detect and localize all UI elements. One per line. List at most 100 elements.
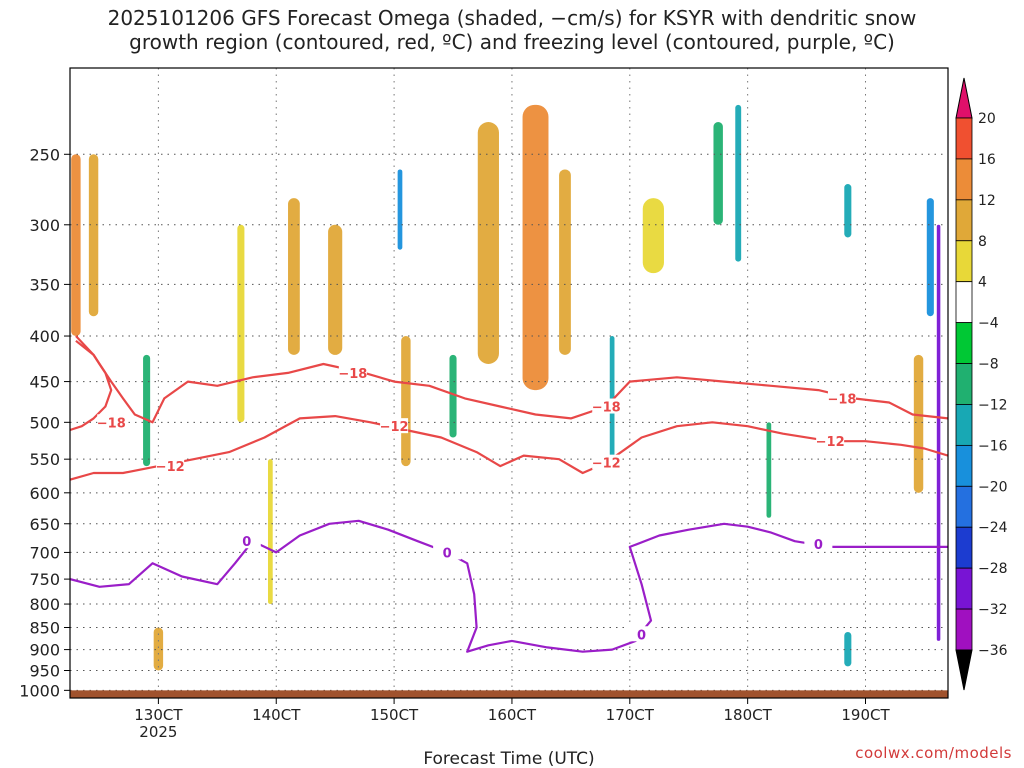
- x-axis-year: 2025: [139, 723, 177, 741]
- colorbar-swatch: [955, 322, 973, 364]
- ground-fill: [70, 690, 948, 698]
- colorbar-label: −32: [978, 602, 1008, 618]
- plot-background: [70, 68, 948, 698]
- colorbar-swatch: [955, 567, 973, 610]
- colorbar-swatch: [955, 363, 973, 405]
- colorbar-label: −8: [978, 357, 999, 373]
- omega-cell: [401, 336, 411, 467]
- omega-cell: [559, 169, 571, 355]
- x-tick-label: 170CT: [606, 706, 655, 724]
- contour-label-bg: [827, 390, 856, 406]
- contour-label: 0: [443, 546, 452, 561]
- contour-label: 0: [814, 538, 823, 553]
- x-axis-label: Forecast Time (UTC): [423, 749, 594, 768]
- y-tick-label: 350: [29, 275, 60, 294]
- omega-cell: [237, 224, 245, 423]
- x-tick-label: 130CT: [134, 706, 183, 724]
- colorbar-label: 8: [978, 234, 987, 250]
- colorbar-label: −4: [978, 316, 999, 332]
- chart-title: 2025101206 GFS Forecast Omega (shaded, −…: [0, 6, 1024, 54]
- colorbar-swatch: [955, 240, 973, 283]
- colorbar-swatch: [955, 444, 973, 487]
- contour-label: −12: [592, 457, 621, 472]
- colorbar-label: −28: [978, 561, 1008, 577]
- grid-lines: [70, 68, 948, 698]
- omega-cell: [88, 154, 99, 317]
- omega-cell: [735, 104, 742, 262]
- title-line-2: growth region (contoured, red, ºC) and f…: [129, 30, 895, 54]
- colorbar-swatch: [955, 117, 973, 160]
- colorbar-label: −12: [978, 397, 1008, 413]
- title-line-1: 2025101206 GFS Forecast Omega (shaded, −…: [107, 6, 917, 30]
- omega-cell: [397, 169, 403, 250]
- y-tick-label: 700: [29, 543, 60, 562]
- contour-label: −12: [816, 435, 845, 450]
- colorbar-label: −24: [978, 520, 1008, 536]
- contour-label: −18: [97, 416, 126, 431]
- omega-cell: [642, 198, 664, 274]
- contour-label: 0: [637, 628, 646, 643]
- colorbar: 20 16 12 8 4 −4 −8 −12 −16 −20 −24 −28 −32 −36: [955, 77, 1008, 691]
- colorbar-swatch: [955, 404, 973, 446]
- colorbar-swatch: [955, 526, 973, 569]
- colorbar-label: 4: [978, 275, 987, 291]
- omega-cell: [143, 354, 151, 467]
- y-tick-label: 1000: [19, 681, 60, 700]
- y-tick-label: 300: [29, 216, 60, 235]
- colorbar-label: 20: [978, 111, 996, 127]
- contour-label-bg: [97, 414, 126, 430]
- contour-label-bg: [380, 418, 409, 434]
- plot-frame: [69, 67, 949, 699]
- y-tick-label: 950: [29, 662, 60, 681]
- contour-label: −12: [156, 460, 185, 475]
- y-tick-label: 500: [29, 413, 60, 432]
- x-tick-label: 190CT: [841, 706, 890, 724]
- omega-cell: [477, 122, 499, 364]
- contour-line: [70, 415, 948, 481]
- colorbar-swatch: [955, 158, 973, 201]
- contour-line: [75, 335, 948, 424]
- omega-cell: [522, 104, 549, 391]
- contour-line: [70, 519, 948, 653]
- y-tick-label: 450: [29, 373, 60, 392]
- colorbar-swatch: [955, 485, 973, 528]
- omega-cell: [449, 354, 457, 438]
- colorbar-swatch: [955, 281, 973, 324]
- omega-cell: [328, 224, 343, 355]
- colorbar-bottom-arrow: [955, 649, 973, 691]
- omega-cell: [71, 154, 81, 337]
- omega-cell: [713, 122, 723, 225]
- x-tick-label: 140CT: [252, 706, 301, 724]
- omega-cell: [844, 632, 852, 667]
- colorbar-label: −20: [978, 479, 1008, 495]
- contour-lines: −18 −18 −18 −18 −12 −12 −12 −12 0 0 0 0: [70, 335, 948, 653]
- x-tick-label: 150CT: [370, 706, 419, 724]
- omega-cell: [926, 198, 934, 317]
- y-tick-label: 750: [29, 570, 60, 589]
- omega-cell: [288, 198, 300, 355]
- contour-line: [70, 339, 113, 432]
- omega-cell: [766, 422, 772, 518]
- contour-label: −18: [338, 367, 367, 382]
- omega-cell: [267, 459, 273, 605]
- contour-label-bg: [627, 626, 656, 642]
- colorbar-swatch: [955, 199, 973, 242]
- x-tick-label: 180CT: [724, 706, 773, 724]
- y-tick-label: 600: [29, 484, 60, 503]
- omega-cell: [913, 354, 924, 493]
- y-tick-label: 650: [29, 515, 60, 534]
- contour-label-bg: [433, 544, 462, 560]
- contour-label-bg: [592, 398, 621, 414]
- colorbar-swatch: [955, 608, 973, 651]
- credit-text: coolwx.com/models: [855, 744, 1012, 762]
- omega-shading: [71, 104, 941, 671]
- y-tick-label: 800: [29, 595, 60, 614]
- contour-label-bg: [156, 458, 185, 474]
- y-tick-label: 250: [29, 145, 60, 164]
- contour-label-bg: [804, 536, 833, 552]
- y-tick-label: 550: [29, 450, 60, 469]
- y-tick-label: 400: [29, 327, 60, 346]
- y-axis: 250 300 350 400 450 500 550 600 650 700 750 800 850 9…: [19, 145, 70, 700]
- colorbar-label: 16: [978, 152, 996, 168]
